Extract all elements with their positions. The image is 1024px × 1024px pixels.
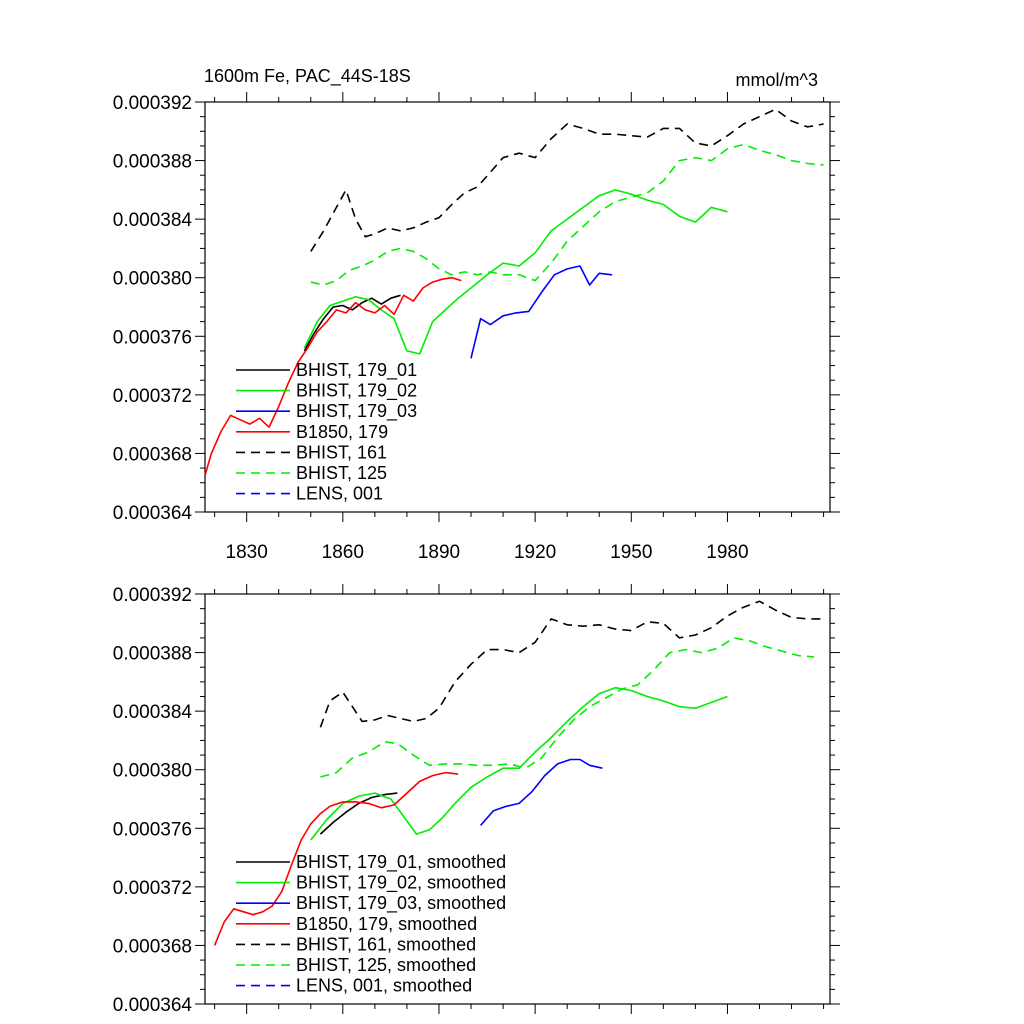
y-tick-label: 0.000372 [113,878,192,899]
y-tick-label: 0.000368 [113,936,192,957]
y-tick-label: 0.000392 [113,585,192,606]
y-tick-label: 0.000380 [113,761,192,782]
series-line [470,265,613,359]
y-tick-label: 0.000388 [113,152,192,173]
x-tick-label: 1920 [514,542,556,563]
y-tick-label: 0.000384 [113,210,193,231]
x-tick-label: 1890 [418,542,460,563]
legend-label: BHIST, 125 [296,463,387,483]
y-tick-label: 0.000364 [113,995,193,1016]
y-tick-label: 0.000368 [113,444,192,465]
y-tick-label: 0.000364 [113,503,193,524]
legend-label: LENS, 001 [296,484,383,504]
legend-label: BHIST, 179_01 [296,360,417,381]
x-tick-label: 1980 [706,542,748,563]
series-line [213,771,459,946]
legend-label: B1850, 179 [296,422,388,442]
series-line [319,792,398,835]
y-tick-label: 0.000376 [113,819,192,840]
legend-label: BHIST, 161, smoothed [296,934,476,954]
legend-label: LENS, 001, smoothed [296,976,472,996]
y-tick-label: 0.000392 [113,93,192,114]
series-line [310,143,824,286]
bottom-panel: 0.000364 0.000368 0.000372 0.000376 0.000380… [113,584,840,1016]
y-tick-label: 0.000372 [113,386,192,407]
y-tick-label: 0.000384 [113,702,193,723]
legend-label: BHIST, 179_03 [296,401,417,422]
series-line [310,686,728,841]
legend-label: BHIST, 161 [296,442,387,462]
series-line [319,600,824,728]
series-line [303,294,401,352]
legend-label: BHIST, 179_02 [296,381,417,402]
legend-label: BHIST, 179_03, smoothed [296,893,506,914]
legend-label: BHIST, 179_01, smoothed [296,852,506,873]
y-tick-label: 0.000380 [113,269,192,290]
y-tick-label: 0.000388 [113,644,192,665]
y-tick-label: 0.000376 [113,327,192,348]
series-line [303,189,728,355]
series-line [479,758,603,826]
chart-title: 1600m Fe, PAC_44S-18S [204,66,411,87]
legend-label: B1850, 179, smoothed [296,914,477,934]
top-panel: 1600m Fe, PAC_44S-18S mmol/m^3 1830 1860 1… [113,66,840,563]
units-label: mmol/m^3 [736,70,818,90]
series-line [310,108,824,252]
legend-label: BHIST, 125, smoothed [296,955,476,975]
x-tick-label: 1830 [226,542,268,563]
series-line [204,276,462,476]
series-line [320,637,815,778]
x-tick-label: 1950 [610,542,652,563]
x-tick-label: 1860 [322,542,364,563]
legend-label: BHIST, 179_02, smoothed [296,873,506,894]
